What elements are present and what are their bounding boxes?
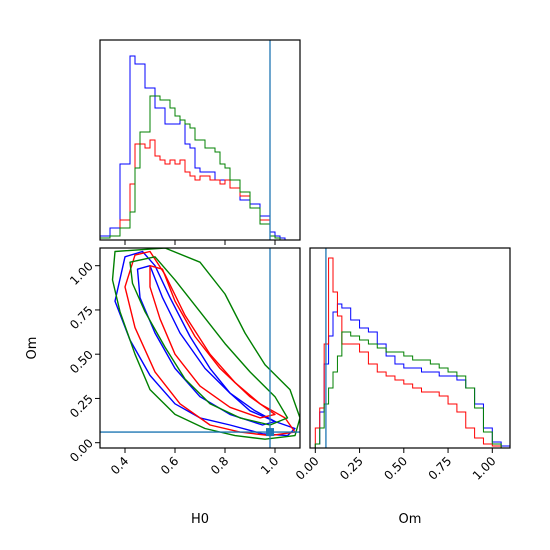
x-axis-label-h0: H0 — [191, 512, 209, 527]
histogram-series-2 — [314, 331, 510, 449]
axes-frame — [309, 247, 511, 449]
axes-frame — [99, 247, 301, 449]
histogram-series-1 — [99, 139, 285, 241]
om-histogram-panel: 0.00 0.25 0.50 0.75 1.00 — [293, 247, 511, 483]
contour-line-0 — [114, 250, 296, 437]
y-tick-label: 1.00 — [67, 259, 96, 288]
contour-line-3 — [149, 265, 276, 419]
x-tick-label: 0.4 — [108, 454, 131, 477]
x-tick-label: 0.8 — [208, 454, 231, 477]
contour-line-4 — [111, 248, 300, 440]
y-tick-label: 0.00 — [67, 436, 96, 465]
y-tick-label: 0.75 — [67, 303, 96, 332]
x-tick-label: 1.00 — [470, 454, 499, 483]
contour-lines-group — [111, 248, 300, 440]
x-tick-label: 0.00 — [293, 454, 322, 483]
y-tick-label: 0.25 — [67, 392, 96, 421]
x-tick-label: 0.50 — [381, 454, 410, 483]
x-tick-label: 0.25 — [337, 454, 366, 483]
contour-line-5 — [129, 256, 289, 426]
axes-frame — [99, 39, 301, 241]
histogram-series-1 — [314, 257, 510, 449]
histogram-series-0 — [99, 55, 286, 240]
truth-marker — [266, 428, 274, 437]
h0-om-contour-panel: 0.4 0.6 0.8 1.0 0.00 0.25 0.50 0.75 1.00 — [67, 247, 301, 477]
contour-line-1 — [136, 265, 276, 426]
x-tick-label: 1.0 — [258, 454, 281, 477]
x-axis-label-om: Om — [399, 512, 422, 527]
y-tick-label: 0.50 — [67, 348, 96, 377]
x-tick-label: 0.75 — [426, 454, 455, 483]
y-axis-label-om: Om — [25, 337, 40, 360]
histogram-series-0 — [314, 303, 511, 448]
histogram-series-2 — [99, 95, 285, 241]
x-tick-label: 0.6 — [158, 454, 181, 477]
h0-histogram-panel — [99, 39, 301, 245]
